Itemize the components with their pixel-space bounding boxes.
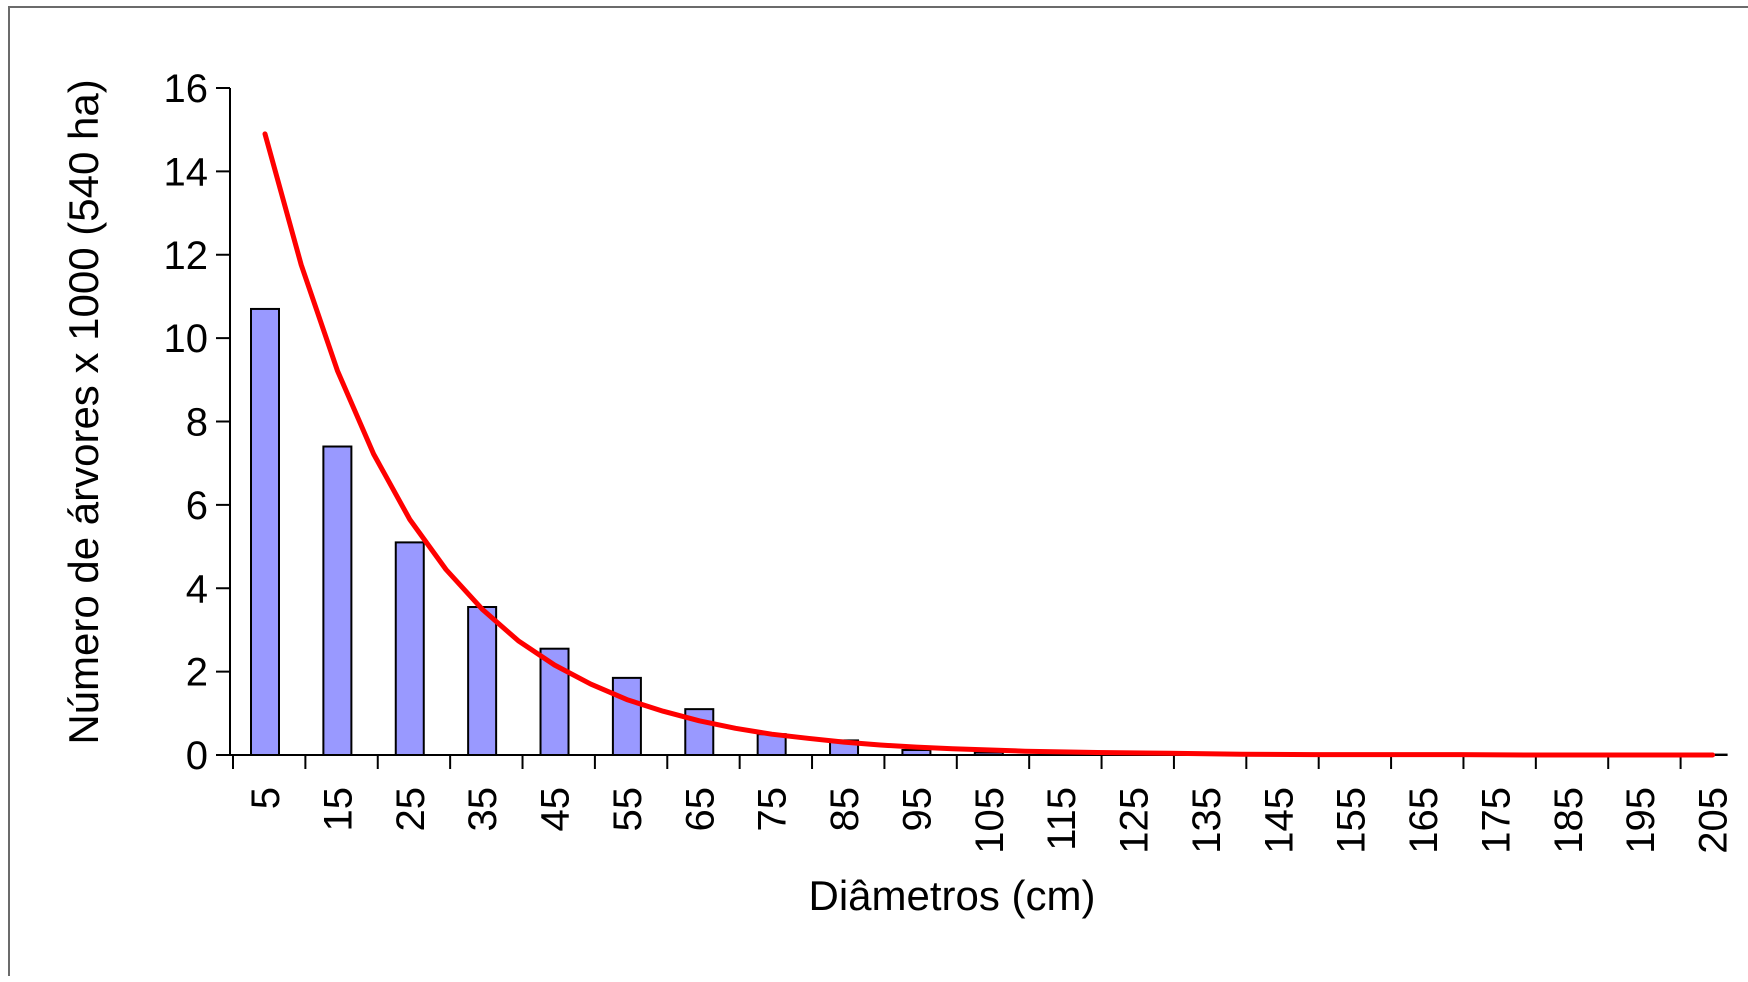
x-tick-label: 195 bbox=[1619, 787, 1663, 854]
x-tick-label: 125 bbox=[1113, 787, 1157, 854]
x-tick-label: 35 bbox=[461, 787, 505, 832]
x-tick-label: 25 bbox=[389, 787, 433, 832]
x-tick-label: 55 bbox=[606, 787, 650, 832]
x-tick-label: 135 bbox=[1185, 787, 1229, 854]
x-tick-label: 95 bbox=[895, 787, 939, 832]
x-tick-label: 105 bbox=[968, 787, 1012, 854]
x-tick-label: 155 bbox=[1330, 787, 1374, 854]
bar-25 bbox=[394, 541, 425, 756]
trend-line bbox=[262, 131, 1716, 758]
y-axis-ticks: 0 2 4 6 8 10 12 14 16 bbox=[164, 67, 230, 778]
bar-55 bbox=[611, 676, 642, 756]
x-axis-title: Diâmetros (cm) bbox=[808, 872, 1095, 919]
x-tick-label: 75 bbox=[751, 787, 795, 832]
y-tick-label: 14 bbox=[164, 150, 209, 194]
y-tick-label: 0 bbox=[186, 734, 208, 778]
x-tick-label: 165 bbox=[1402, 787, 1446, 854]
y-tick-label: 2 bbox=[186, 651, 208, 695]
y-tick-label: 8 bbox=[186, 401, 208, 445]
x-tick-label: 65 bbox=[678, 787, 722, 832]
y-tick-label: 16 bbox=[164, 67, 209, 111]
bar-series bbox=[250, 307, 1728, 757]
y-axis-title: Número de árvores x 1000 (540 ha) bbox=[60, 79, 107, 744]
bar-35 bbox=[467, 606, 498, 757]
chart-frame: 0 2 4 6 8 10 12 14 16 5 15 25 35 45 55 65 75 85 95 105 115 1… bbox=[8, 6, 1748, 976]
chart: 0 2 4 6 8 10 12 14 16 5 15 25 35 45 55 65 75 85 95 105 115 1… bbox=[60, 67, 1736, 919]
x-tick-label: 145 bbox=[1257, 787, 1301, 854]
axes bbox=[229, 88, 1726, 756]
y-tick-label: 4 bbox=[186, 567, 208, 611]
x-tick-label: 185 bbox=[1547, 787, 1591, 854]
x-tick-label: 115 bbox=[1040, 787, 1084, 851]
y-tick-label: 6 bbox=[186, 484, 208, 528]
y-tick-label: 12 bbox=[164, 234, 209, 278]
y-tick-label: 10 bbox=[164, 317, 209, 361]
x-tick-label: 5 bbox=[244, 787, 288, 809]
x-tick-label: 205 bbox=[1692, 787, 1736, 854]
bar-15 bbox=[322, 445, 353, 756]
x-tick-label: 15 bbox=[316, 787, 360, 832]
x-tick-label: 45 bbox=[534, 787, 578, 832]
trend-curve bbox=[262, 131, 1716, 758]
x-tick-label: 85 bbox=[823, 787, 867, 832]
x-axis-ticks: 5 15 25 35 45 55 65 75 85 95 105 115 125 135 145 155 165… bbox=[232, 755, 1736, 854]
bar-5 bbox=[250, 307, 280, 756]
x-tick-label: 175 bbox=[1474, 787, 1518, 854]
